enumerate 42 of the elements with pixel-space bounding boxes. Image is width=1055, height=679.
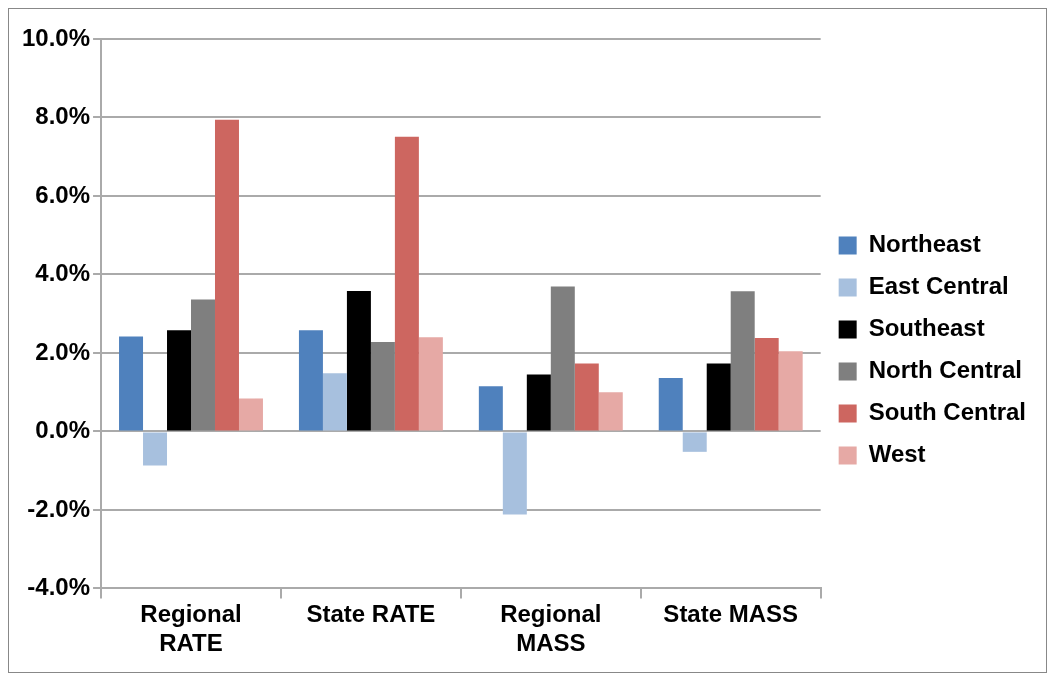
bar (550, 286, 575, 431)
y-tick-label: 0.0% (35, 416, 91, 444)
bar (778, 351, 803, 431)
bar (682, 432, 707, 452)
y-tick-label: -4.0% (27, 573, 91, 601)
y-tick-label: 6.0% (35, 180, 91, 208)
bar (370, 341, 395, 431)
legend-label: South Central (868, 398, 1027, 426)
bar (394, 136, 419, 431)
bar (598, 392, 623, 431)
bar (238, 398, 263, 431)
legend-label: East Central (868, 272, 1009, 300)
bar (167, 330, 191, 431)
bar (502, 432, 527, 515)
bar (322, 373, 347, 431)
bar (754, 338, 779, 431)
y-tick-label: 4.0% (35, 259, 91, 287)
bar (298, 330, 323, 431)
bar (574, 363, 599, 431)
legend-label: North Central (868, 356, 1023, 384)
bar (119, 336, 144, 431)
bar (658, 378, 683, 431)
y-tick-label: -2.0% (27, 494, 91, 522)
bar (706, 363, 731, 431)
bar (214, 119, 239, 431)
bar (346, 290, 371, 431)
y-tick-label: 8.0% (35, 102, 91, 130)
bar (526, 374, 551, 431)
x-tick-label: State MASS (663, 600, 799, 628)
legend-label: West (868, 440, 926, 468)
legend-label: Southeast (868, 314, 985, 342)
y-tick-label: 2.0% (35, 337, 91, 365)
bar (143, 432, 168, 466)
bar (730, 291, 755, 431)
x-tick-label: Regional RATE (140, 600, 242, 657)
y-tick-label: 10.0% (21, 23, 91, 51)
bar (191, 299, 215, 431)
x-tick-label: Regional MASS (500, 600, 602, 657)
legend-label: Northeast (868, 230, 981, 258)
bar (478, 386, 503, 431)
x-tick-label: State RATE (306, 600, 436, 628)
bar (418, 337, 443, 431)
